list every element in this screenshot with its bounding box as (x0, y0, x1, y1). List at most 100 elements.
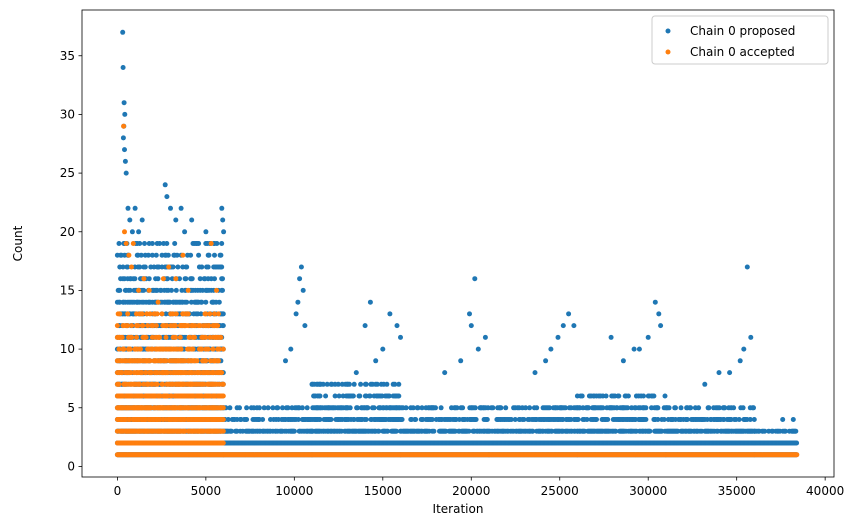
proposed-point (123, 170, 129, 176)
proposed-point (475, 346, 481, 352)
proposed-point (722, 405, 728, 411)
proposed-point (189, 217, 195, 223)
proposed-point (354, 405, 360, 411)
proposed-point (220, 323, 226, 329)
proposed-point (155, 276, 161, 282)
proposed-point (129, 229, 135, 235)
proposed-point (362, 323, 368, 329)
proposed-point (173, 287, 179, 293)
proposed-point (386, 393, 392, 399)
accepted-point (219, 370, 225, 376)
proposed-point (688, 405, 694, 411)
proposed-point (584, 417, 590, 422)
proposed-point (616, 393, 622, 399)
proposed-point (398, 334, 403, 340)
proposed-point (220, 276, 225, 282)
proposed-point (651, 393, 657, 399)
proposed-point (145, 252, 151, 258)
proposed-point (125, 205, 131, 211)
proposed-point (336, 393, 342, 399)
accepted-point (220, 417, 226, 422)
proposed-point (283, 358, 288, 364)
proposed-point (613, 428, 619, 434)
proposed-point (175, 264, 181, 270)
proposed-point (169, 287, 174, 293)
proposed-point (498, 405, 504, 411)
proposed-point (652, 299, 658, 305)
proposed-point (645, 334, 651, 340)
proposed-point (120, 29, 126, 35)
proposed-point (194, 241, 200, 246)
proposed-point (120, 264, 126, 270)
proposed-point (782, 428, 788, 434)
proposed-point (350, 393, 356, 399)
proposed-point (141, 287, 147, 293)
proposed-point (183, 276, 189, 282)
proposed-point (199, 264, 205, 270)
proposed-point (696, 405, 702, 411)
proposed-point (532, 370, 538, 376)
proposed-point (367, 393, 373, 399)
proposed-point (460, 405, 466, 411)
proposed-point (122, 147, 127, 153)
proposed-point (747, 417, 753, 422)
proposed-point (656, 311, 662, 317)
proposed-point (219, 205, 225, 211)
proposed-point (212, 276, 217, 282)
proposed-point (317, 417, 323, 422)
proposed-point (392, 381, 398, 387)
proposed-point (600, 405, 606, 411)
proposed-point (125, 264, 131, 270)
proposed-point (684, 417, 690, 422)
proposed-point (512, 417, 518, 422)
proposed-point (371, 405, 377, 411)
proposed-point (256, 405, 262, 411)
proposed-point (220, 287, 225, 293)
proposed-point (586, 405, 592, 411)
proposed-point (173, 217, 179, 223)
accepted-point (116, 381, 122, 387)
proposed-point (139, 217, 145, 223)
proposed-point (527, 405, 533, 411)
proposed-point (218, 252, 224, 258)
proposed-point (706, 405, 712, 411)
proposed-point (120, 135, 126, 141)
proposed-point (666, 405, 672, 411)
proposed-point (197, 276, 203, 282)
proposed-point (324, 381, 330, 387)
proposed-point (270, 405, 276, 411)
proposed-point (169, 276, 175, 282)
proposed-point (357, 393, 363, 399)
proposed-point (219, 264, 225, 270)
proposed-point (212, 252, 217, 258)
proposed-point (260, 417, 266, 422)
proposed-point (280, 405, 285, 411)
proposed-point (643, 405, 649, 411)
proposed-point (261, 405, 267, 411)
proposed-point (473, 417, 479, 422)
proposed-point (484, 417, 490, 422)
proposed-point (523, 405, 529, 411)
proposed-point (300, 287, 306, 293)
proposed-point (736, 417, 742, 422)
proposed-point (399, 417, 405, 422)
proposed-point (363, 417, 369, 422)
proposed-point (454, 405, 460, 411)
proposed-point (415, 405, 421, 411)
proposed-point (534, 405, 540, 411)
proposed-point (332, 393, 338, 399)
proposed-point (237, 405, 242, 411)
proposed-point (295, 299, 301, 305)
proposed-point (727, 370, 733, 376)
proposed-point (702, 381, 708, 387)
proposed-point (594, 417, 599, 422)
proposed-point (136, 229, 142, 235)
proposed-point (225, 417, 231, 422)
proposed-point (220, 311, 226, 317)
proposed-point (625, 393, 631, 399)
proposed-point (482, 334, 488, 340)
proposed-point (117, 287, 123, 293)
proposed-point (605, 417, 611, 422)
proposed-point (122, 158, 128, 164)
